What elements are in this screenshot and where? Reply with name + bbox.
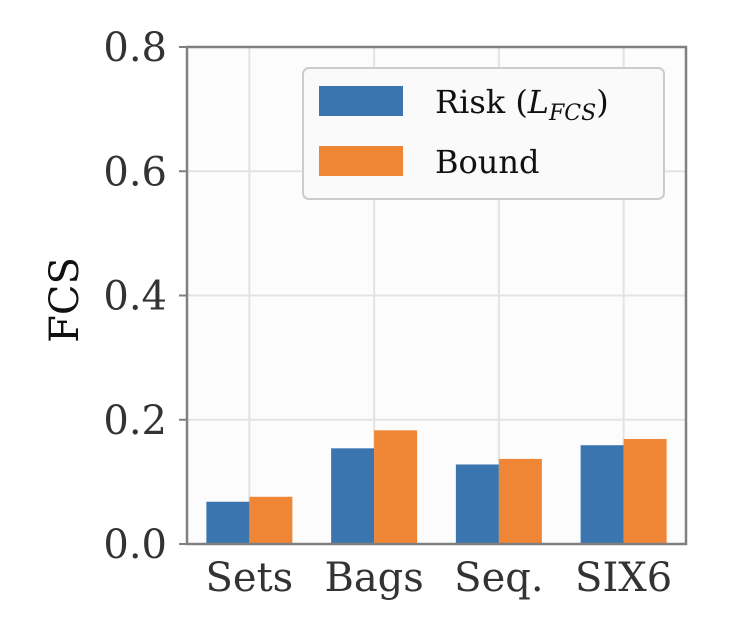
y-tick-labels: 0.0 0.2 0.4 0.6 0.8 — [103, 25, 187, 568]
y-tick-label: 0.4 — [103, 274, 167, 320]
legend-swatch-bound — [319, 146, 403, 176]
bars — [206, 430, 667, 544]
bar-bound-sets — [249, 496, 293, 544]
y-axis-title: FCS — [42, 257, 88, 343]
bar-risk-bags — [331, 448, 375, 544]
bar-bound-six6 — [623, 439, 667, 544]
bar-risk-six6 — [580, 445, 624, 544]
legend-swatch-risk — [319, 86, 403, 116]
bar-risk-sets — [206, 501, 250, 544]
y-tick-label: 0.8 — [103, 25, 167, 71]
legend: Risk (LFCS) Bound — [302, 67, 665, 200]
legend-label-risk: Risk (LFCS) — [435, 83, 609, 126]
legend-label-bound: Bound — [435, 143, 539, 181]
y-tick-label: 0.0 — [103, 522, 167, 568]
bar-risk-seq — [455, 464, 499, 544]
y-tick-label: 0.2 — [103, 398, 167, 444]
bar-bound-seq — [498, 458, 542, 544]
x-tick-label: Seq. — [454, 555, 543, 601]
bar-bound-bags — [374, 430, 418, 544]
x-tick-labels: Sets Bags Seq. SIX6 — [206, 555, 673, 601]
x-tick-label: Bags — [324, 555, 423, 601]
x-tick-label: SIX6 — [575, 555, 672, 601]
x-tick-label: Sets — [206, 555, 294, 601]
y-tick-label: 0.6 — [103, 149, 167, 195]
